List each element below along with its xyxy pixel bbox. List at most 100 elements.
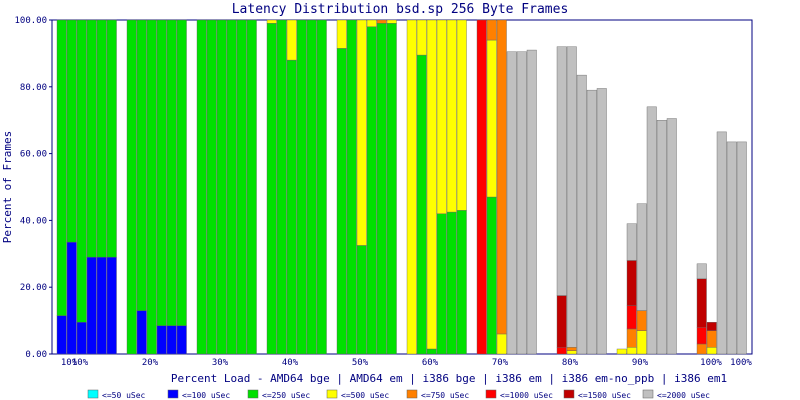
bar-segment: [376, 19, 387, 24]
x-axis-ticks: 10%10% 20% 30% 40% 50% 60% 70% 80% 90% 100% 100%: [61, 358, 753, 368]
bar-segment: [236, 19, 247, 355]
legend-label: <=50 uSec: [102, 391, 146, 400]
bar-segment: [586, 89, 597, 355]
bar-segment: [156, 325, 167, 355]
bar-segment: [216, 19, 227, 355]
x-tick-label: 10%: [61, 358, 78, 368]
bar-segment: [626, 328, 637, 348]
bar-segment: [416, 19, 427, 56]
legend-label: <=1000 uSec: [500, 391, 553, 400]
bar-segment: [86, 19, 97, 258]
bar-segment: [276, 19, 287, 355]
bar-segment: [126, 19, 137, 355]
bar-segment: [366, 19, 377, 27]
bar-segment: [706, 322, 717, 331]
x-tick-label: 100%: [700, 358, 722, 368]
legend-swatch: [485, 389, 497, 399]
bar-segment: [246, 19, 257, 355]
bar-segment: [456, 19, 467, 211]
x-tick-label: 40%: [282, 358, 299, 368]
legend-swatch: [247, 389, 259, 399]
bar-segment: [666, 118, 677, 355]
bar-segment: [376, 23, 387, 355]
legend: <=50 uSec <=100 uSec <=250 uSec <=500 uSec <…: [87, 389, 710, 400]
bar-segment: [656, 119, 667, 355]
legend-label: <=750 uSec: [421, 391, 469, 400]
bar-segment: [526, 49, 537, 355]
bar-segment: [166, 325, 177, 355]
bar-segment: [596, 88, 607, 355]
x-tick-label: 100%: [730, 358, 752, 368]
legend-swatch: [406, 389, 418, 399]
y-tick-label: 0.00: [25, 350, 47, 360]
bar-segment: [56, 315, 67, 355]
bar-segment: [516, 51, 527, 355]
legend-swatch: [563, 389, 575, 399]
bar-segment: [336, 48, 347, 355]
bar-segment: [176, 19, 187, 326]
y-tick-label: 40.00: [20, 216, 47, 226]
bar-segment: [166, 19, 177, 326]
bar-segment: [446, 211, 457, 355]
legend-swatch: [642, 389, 654, 399]
bar-segment: [436, 19, 447, 214]
bar-segment: [146, 19, 157, 355]
legend-swatch: [87, 389, 99, 399]
bar-segment: [456, 210, 467, 355]
bar-segment: [506, 51, 517, 355]
bar-segment: [136, 310, 147, 355]
bar-segment: [566, 347, 577, 351]
legend-label: <=1500 uSec: [578, 391, 631, 400]
bar-segment: [436, 213, 447, 355]
bar-segment: [736, 141, 747, 355]
bar-segment: [96, 256, 107, 355]
bar-segment: [156, 19, 167, 326]
bar-segment: [306, 19, 317, 355]
bar-segment: [76, 322, 87, 355]
legend-swatch: [326, 389, 338, 399]
legend-label: <=500 uSec: [341, 391, 389, 400]
bar-segment: [416, 54, 427, 355]
bar-segment: [716, 131, 727, 355]
x-tick-label: 20%: [142, 358, 159, 368]
bar-segment: [96, 19, 107, 258]
bar-segment: [636, 203, 647, 311]
bar-segment: [476, 19, 487, 355]
bar-segment: [636, 330, 647, 355]
x-tick-label: 80%: [562, 358, 579, 368]
bar-segment: [106, 256, 117, 355]
bar-segment: [286, 19, 297, 61]
bar-segment: [386, 19, 397, 24]
bar-segment: [566, 350, 577, 355]
bar-segment: [426, 19, 437, 350]
x-tick-label: 10%: [72, 358, 89, 368]
bar-segment: [566, 46, 577, 348]
bar-segment: [626, 347, 637, 355]
bar-segment: [66, 241, 77, 355]
bar-segment: [266, 19, 277, 24]
bar-segment: [356, 19, 367, 246]
bar-segment: [696, 327, 707, 345]
bar-segment: [556, 295, 567, 348]
legend-label: <=100 uSec: [182, 391, 230, 400]
bar-segment: [486, 19, 497, 41]
bar-segment: [346, 19, 357, 355]
y-tick-label: 20.00: [20, 283, 47, 293]
bar-segment: [696, 343, 707, 355]
bar-segment: [336, 19, 347, 49]
bar-segment: [316, 19, 327, 355]
x-tick-label: 30%: [212, 358, 229, 368]
bar-segment: [726, 141, 737, 355]
bar-segment: [626, 260, 637, 306]
bar-segment: [556, 46, 567, 296]
chart-title: Latency Distribution bsd.sp 256 Byte Fra…: [232, 2, 569, 17]
x-tick-label: 70%: [492, 358, 509, 368]
x-tick-label: 60%: [422, 358, 439, 368]
plot-frame: [51, 19, 753, 355]
bar-segment: [56, 19, 67, 316]
bar-segment: [556, 347, 567, 355]
bar-segment: [636, 310, 647, 331]
bar-segment: [496, 19, 507, 335]
bar-segment: [206, 19, 217, 355]
